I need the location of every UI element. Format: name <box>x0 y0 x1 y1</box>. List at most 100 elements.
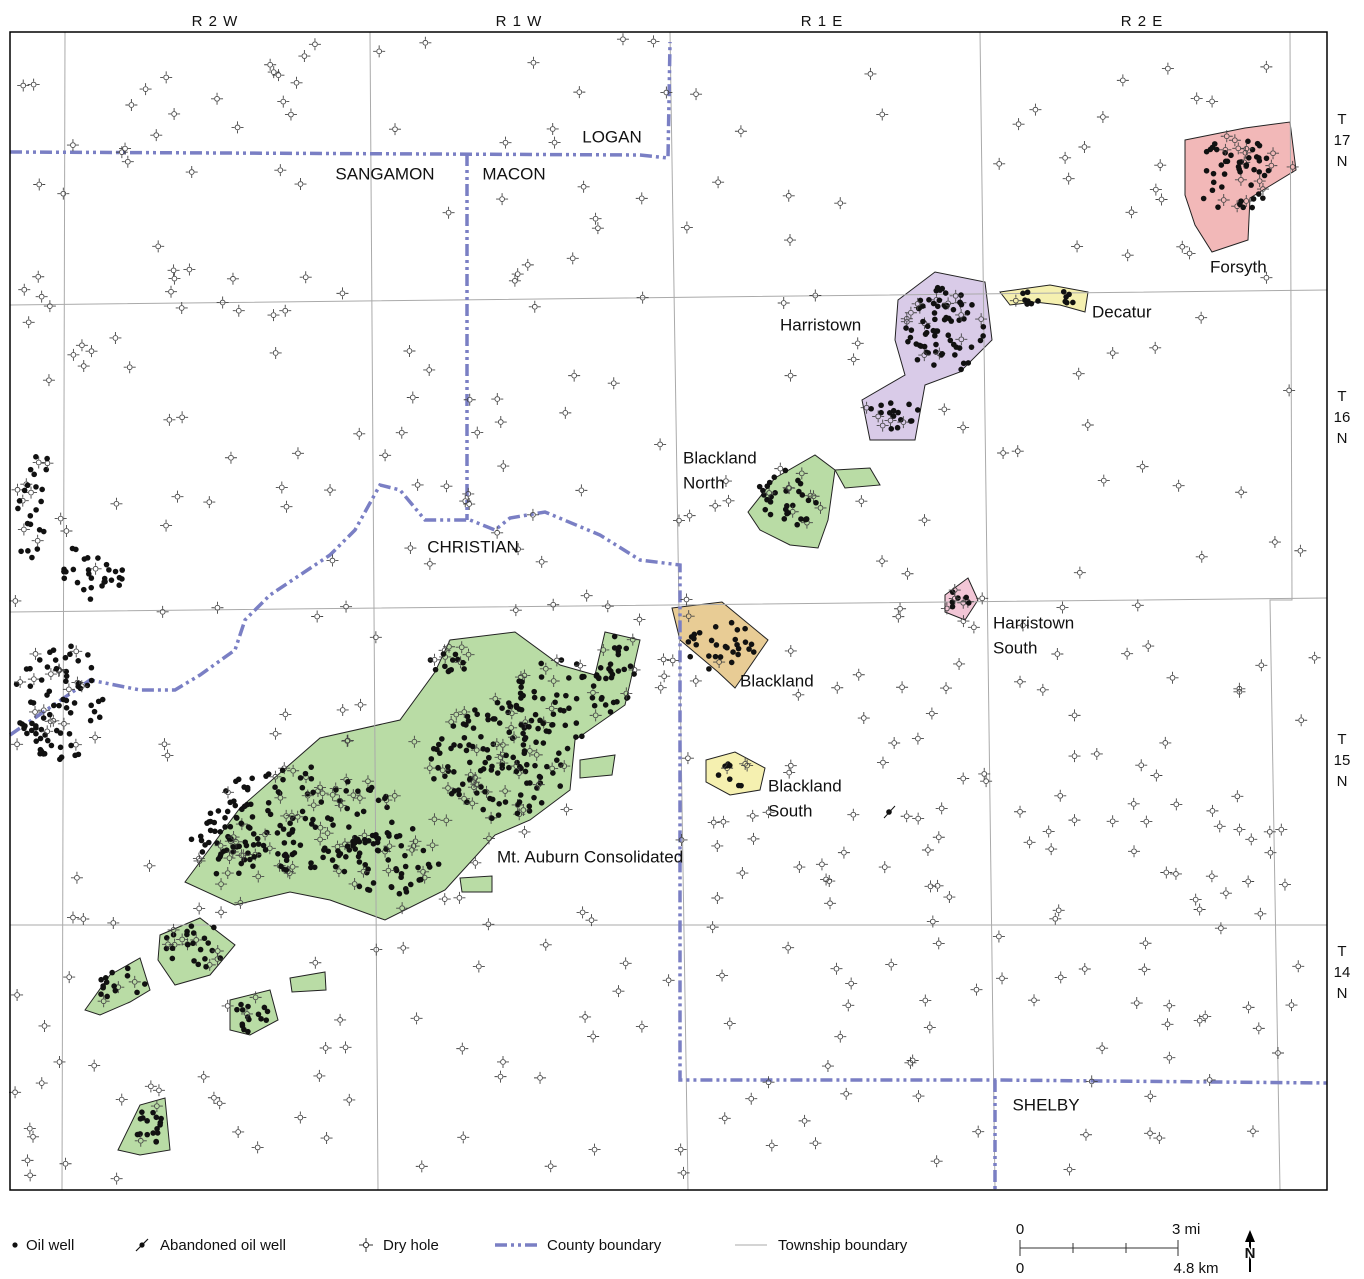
field-area <box>1184 121 1297 253</box>
dry-hole <box>579 1010 592 1023</box>
dry-hole-rays <box>75 680 88 693</box>
dry-hole-circle <box>1093 751 1100 757</box>
dry-hole-rays <box>1016 619 1029 632</box>
dry-hole-rays <box>459 495 472 508</box>
dry-hole-rays <box>1121 249 1134 262</box>
dry-hole-circle <box>1124 650 1130 657</box>
dry-hole-circle <box>235 307 242 314</box>
county-label: SANGAMON <box>335 164 434 183</box>
dry-hole-circle <box>766 490 772 496</box>
oil-well <box>67 709 74 716</box>
oil-well <box>934 284 941 291</box>
dry-hole-rays <box>27 1130 40 1143</box>
oil-well <box>964 310 971 316</box>
dry-hole-rays <box>183 263 196 276</box>
dry-hole-rays <box>1214 922 1227 935</box>
dry-hole-rays <box>1068 709 1081 722</box>
oil-well <box>474 790 480 796</box>
dry-hole <box>1176 240 1189 253</box>
oil-well <box>442 773 448 779</box>
dry-hole-rays <box>1163 999 1176 1012</box>
oil-well <box>435 741 442 748</box>
dry-hole <box>35 1077 48 1090</box>
dry-hole-rays <box>527 56 540 69</box>
dry-hole <box>27 78 40 91</box>
oil-well <box>715 772 722 778</box>
dry-hole-circle <box>344 737 351 744</box>
oil-well <box>46 711 53 718</box>
oil-well <box>712 653 719 660</box>
dry-hole-circle <box>385 867 392 874</box>
dry-hole-rays <box>353 427 366 440</box>
oil-well <box>330 822 336 828</box>
dry-hole-circle <box>739 870 746 876</box>
dry-hole <box>14 675 27 688</box>
dry-hole-rays <box>221 786 234 799</box>
oil-well <box>781 516 788 522</box>
dry-hole <box>341 734 354 747</box>
dry-hole <box>931 879 944 892</box>
dry-hole <box>440 480 453 493</box>
dry-hole-circle <box>1020 622 1026 629</box>
dry-hole-rays <box>469 856 482 869</box>
dry-hole-rays <box>1232 142 1245 155</box>
dry-hole-circle <box>723 478 729 484</box>
north-label: N <box>1245 1245 1256 1262</box>
field-area <box>459 875 493 893</box>
dry-hole-rays <box>544 1160 557 1173</box>
dry-hole <box>1195 311 1208 324</box>
oil-well <box>564 745 571 752</box>
dry-hole <box>1265 159 1278 172</box>
dry-hole <box>168 272 181 285</box>
dry-hole-rays <box>579 1010 592 1023</box>
dry-hole-circle <box>569 255 576 262</box>
dry-hole <box>1131 599 1144 612</box>
oil-well <box>382 795 388 802</box>
oil-well <box>726 762 733 769</box>
oil-well <box>1265 167 1272 174</box>
dry-hole-rays <box>935 802 948 815</box>
dry-hole-rays <box>277 95 290 108</box>
dry-hole-circle <box>1235 145 1242 152</box>
oil-well <box>903 325 909 331</box>
oil-well <box>977 337 984 344</box>
oil-well <box>610 699 617 706</box>
dry-hole-rays <box>9 1086 22 1099</box>
oil-well <box>894 424 901 431</box>
dry-hole-circle <box>224 870 231 876</box>
dry-hole-circle <box>392 126 398 133</box>
dry-hole-circle <box>66 974 73 980</box>
oil-well <box>261 1004 268 1011</box>
dry-hole-circle <box>1088 1078 1095 1085</box>
dry-hole <box>224 451 237 464</box>
dry-hole-rays <box>518 825 531 838</box>
oil-well <box>103 979 110 986</box>
dry-hole-rays <box>821 1060 834 1073</box>
dry-hole-circle <box>17 679 23 685</box>
dry-hole-rays <box>294 178 307 191</box>
oil-well <box>502 799 509 805</box>
dry-hole <box>912 812 925 825</box>
dry-hole-circle <box>787 372 794 379</box>
dry-hole-circle <box>660 656 667 663</box>
dry-hole <box>428 653 441 666</box>
dry-hole-rays <box>1219 887 1232 900</box>
oil-well <box>27 521 34 528</box>
oil-well <box>921 343 928 350</box>
dry-hole-rays <box>53 1055 66 1068</box>
dry-hole-circle <box>460 1134 467 1141</box>
dry-hole-circle <box>600 647 607 653</box>
dry-hole-rays <box>211 601 224 614</box>
oil-well <box>53 727 60 734</box>
dry-hole-circle <box>508 710 515 717</box>
dry-hole-rays <box>313 1069 326 1082</box>
dry-hole-rays <box>851 337 864 350</box>
dry-hole-circle <box>35 459 42 466</box>
oil-well <box>50 647 57 653</box>
dry-hole-circle <box>462 498 469 504</box>
dry-hole <box>259 828 272 841</box>
oil-well <box>480 806 486 813</box>
dry-hole <box>150 1100 163 1113</box>
dry-hole-circle <box>677 1146 684 1153</box>
field-area <box>705 751 766 796</box>
